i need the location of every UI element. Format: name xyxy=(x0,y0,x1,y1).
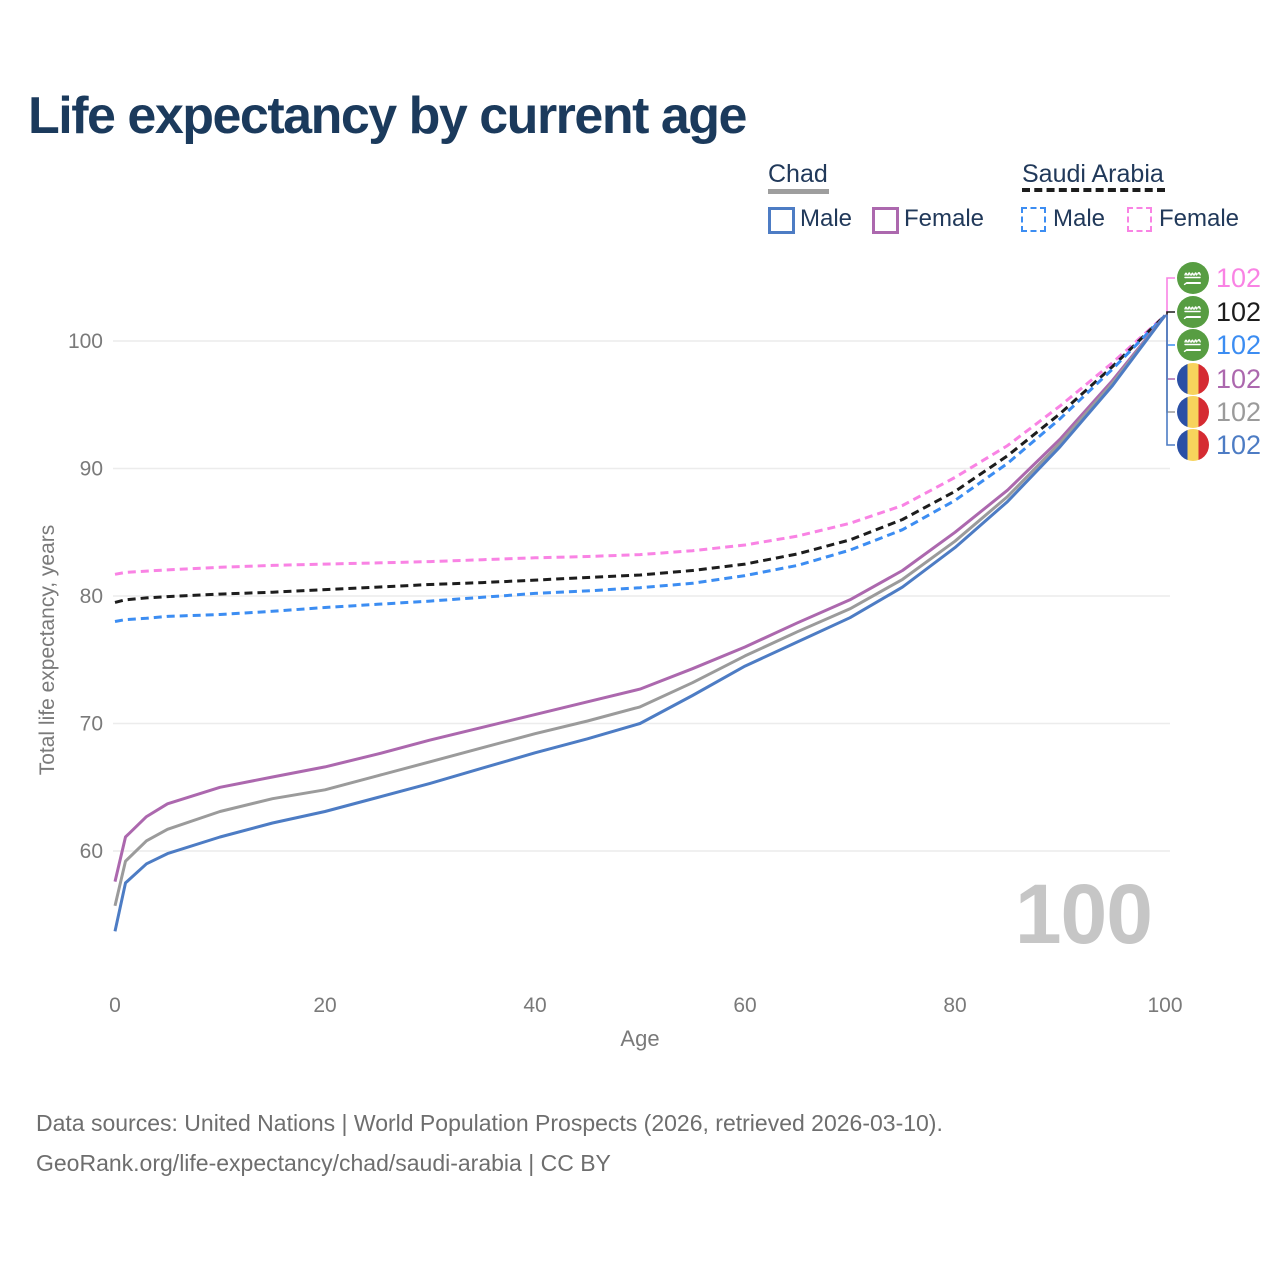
end-label-value-chad-total: 102 xyxy=(1216,396,1262,427)
end-label-value-saudi-arabia-total: 102 xyxy=(1216,296,1262,327)
series-line-saudi-arabia-total[interactable] xyxy=(114,314,1167,604)
end-label-saudi-arabia-total: 102 xyxy=(1177,295,1261,329)
legend-checkbox-chad-male[interactable] xyxy=(768,207,795,234)
y-tick-label-80: 80 xyxy=(80,585,103,608)
end-label-chad-total: 102 xyxy=(1177,395,1261,429)
legend-checkbox-saudi-male[interactable] xyxy=(1021,207,1046,232)
end-label-chad-female: 102 xyxy=(1177,362,1261,396)
age-watermark: 100 xyxy=(1014,867,1153,961)
end-label-leader-saudi-arabia-female xyxy=(1165,277,1175,317)
end-label-saudi-arabia-female: 102 xyxy=(1177,261,1261,295)
end-label-chad-male: 102 xyxy=(1177,428,1261,462)
saudi-arabia-flag-icon xyxy=(1177,329,1209,361)
legend-chad-line-sample xyxy=(768,189,829,194)
end-label-leader-chad-male xyxy=(1165,314,1175,446)
legend-label-chad-female[interactable]: Female xyxy=(904,205,985,232)
x-axis-title: Age xyxy=(620,1026,660,1051)
y-tick-label-60: 60 xyxy=(80,840,103,863)
x-tick-label-40: 40 xyxy=(523,994,546,1017)
x-tick-label-0: 0 xyxy=(109,994,121,1017)
legend-checkbox-saudi-female[interactable] xyxy=(1127,207,1152,232)
end-label-value-chad-male: 102 xyxy=(1216,429,1262,460)
end-label-value-saudi-arabia-female: 102 xyxy=(1216,262,1262,293)
y-tick-label-100: 100 xyxy=(68,330,103,353)
x-tick-label-100: 100 xyxy=(1147,994,1182,1017)
end-label-value-chad-female: 102 xyxy=(1216,363,1262,394)
legend-label-chad-male[interactable]: Male xyxy=(800,205,853,232)
y-tick-label-90: 90 xyxy=(80,458,103,481)
y-axis-title: Total life expectancy, years xyxy=(36,524,59,776)
y-tick-label-70: 70 xyxy=(80,713,103,736)
x-tick-label-80: 80 xyxy=(943,994,966,1017)
chad-flag-icon xyxy=(1177,396,1209,428)
x-tick-label-60: 60 xyxy=(733,994,756,1017)
series-line-saudi-arabia-male[interactable] xyxy=(114,314,1167,623)
series-line-chad-female[interactable] xyxy=(113,314,1167,882)
saudi-arabia-flag-icon xyxy=(1177,296,1209,328)
footer-data-sources: Data sources: United Nations | World Pop… xyxy=(36,1110,943,1136)
footer-attribution[interactable]: GeoRank.org/life-expectancy/chad/saudi-a… xyxy=(36,1150,611,1176)
end-label-value-saudi-arabia-male: 102 xyxy=(1216,329,1262,360)
chad-flag-icon xyxy=(1177,363,1209,395)
x-tick-label-20: 20 xyxy=(313,994,336,1017)
legend-checkbox-chad-female[interactable] xyxy=(872,207,899,234)
legend-group-chad-label: Chad xyxy=(768,160,828,188)
end-label-saudi-arabia-male: 102 xyxy=(1177,328,1261,362)
legend-saudi-arabia-line-sample xyxy=(1022,188,1165,192)
saudi-arabia-flag-icon xyxy=(1177,262,1209,294)
legend-label-saudi-female[interactable]: Female xyxy=(1159,205,1240,232)
series-line-saudi-arabia-female[interactable] xyxy=(114,314,1167,576)
chad-flag-icon xyxy=(1177,429,1209,461)
legend-label-saudi-male[interactable]: Male xyxy=(1053,205,1106,232)
series-line-chad-total[interactable] xyxy=(113,314,1167,907)
series-line-chad-male[interactable] xyxy=(113,314,1167,932)
legend-group-saudi-arabia-label: Saudi Arabia xyxy=(1022,160,1164,188)
page-title: Life expectancy by current age xyxy=(28,87,747,145)
